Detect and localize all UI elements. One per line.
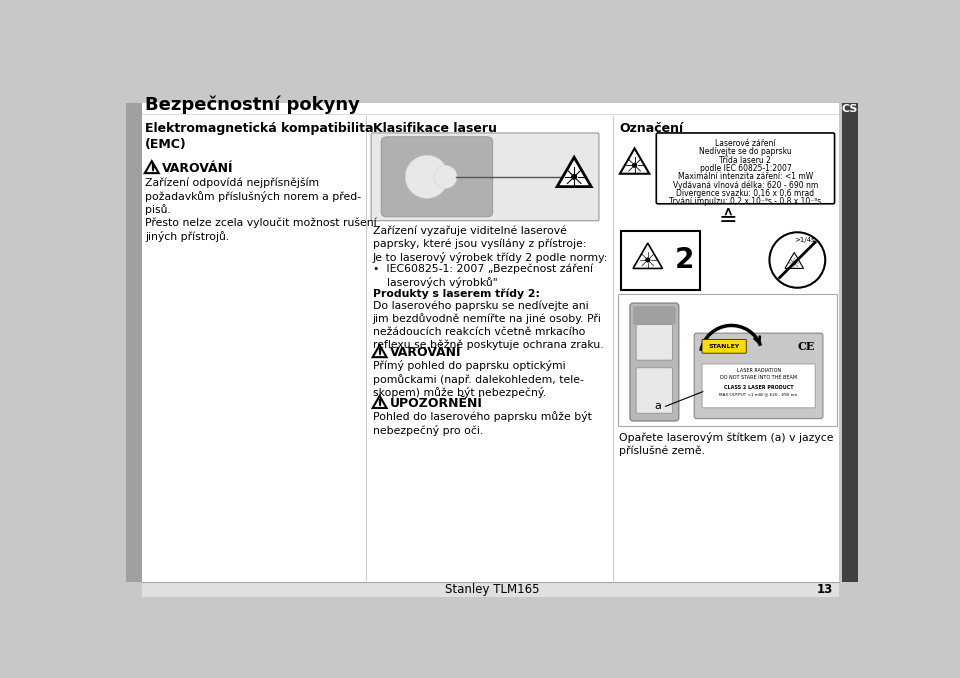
Text: podle IEC 60825-1:2007: podle IEC 60825-1:2007 [700, 164, 791, 173]
Bar [142, 582, 839, 597]
Text: Maximální intenzita záření: <1 mW: Maximální intenzita záření: <1 mW [678, 172, 813, 182]
Text: Zařízení vyzařuje viditelné laserové
paprsky, které jsou vysílány z přístroje:
J: Zařízení vyzařuje viditelné laserové pap… [372, 225, 608, 262]
Text: >1/4s: >1/4s [795, 237, 815, 243]
FancyBboxPatch shape [657, 133, 834, 204]
Polygon shape [557, 157, 591, 186]
Circle shape [770, 233, 826, 287]
Text: CE: CE [798, 341, 815, 352]
FancyBboxPatch shape [636, 367, 673, 413]
Text: !: ! [376, 398, 383, 412]
Polygon shape [145, 161, 158, 173]
Text: Vydávaná vlnová délka: 620 - 690 nm: Vydávaná vlnová délka: 620 - 690 nm [673, 181, 818, 191]
FancyBboxPatch shape [381, 137, 492, 217]
Polygon shape [785, 252, 804, 268]
Text: MAX OUTPUT <1 mW @ 620 - 690 nm: MAX OUTPUT <1 mW @ 620 - 690 nm [719, 393, 798, 397]
Circle shape [405, 155, 448, 199]
Text: •  IEC60825-1: 2007 „Bezpečnost záření
    laserových výrobků": • IEC60825-1: 2007 „Bezpečnost záření la… [372, 264, 592, 288]
Polygon shape [633, 243, 662, 268]
FancyBboxPatch shape [633, 306, 676, 325]
Text: 2: 2 [675, 246, 694, 274]
FancyBboxPatch shape [636, 325, 673, 360]
Text: Bezpečnostní pokyny: Bezpečnostní pokyny [145, 95, 360, 114]
Text: Klasifikace laseru: Klasifikace laseru [372, 122, 496, 135]
Text: CS: CS [842, 104, 858, 114]
Text: VAROVÁNÍ: VAROVÁNÍ [162, 162, 233, 175]
Text: Opařete laserovým štítkem (a) v jazyce
příslušné země.: Opařete laserovým štítkem (a) v jazyce p… [619, 432, 833, 456]
Text: a: a [655, 401, 661, 412]
Circle shape [793, 262, 796, 264]
FancyBboxPatch shape [702, 339, 746, 353]
Text: 13: 13 [817, 583, 833, 596]
Bar [842, 103, 858, 582]
Text: Produkty s laserem třídy 2:: Produkty s laserem třídy 2: [372, 289, 540, 299]
Text: STANLEY: STANLEY [708, 344, 739, 348]
FancyBboxPatch shape [694, 333, 823, 418]
Text: Do laserového paprsku se nedívejte ani
jim bezdůvodně nemířte na jiné osoby. Při: Do laserového paprsku se nedívejte ani j… [372, 300, 603, 350]
Polygon shape [372, 345, 387, 357]
Text: Třída laseru 2: Třída laseru 2 [719, 156, 772, 165]
Bar [126, 103, 142, 582]
Text: Přímý pohled do paprsku optickými
pomůckami (např. dalekohledem, tele-
skopem) m: Přímý pohled do paprsku optickými pomůck… [372, 360, 584, 399]
Polygon shape [372, 396, 387, 408]
Circle shape [434, 165, 457, 188]
Text: Laserové záření: Laserové záření [715, 139, 776, 148]
Text: Trvání impulzu: 0,2 x 10⁻⁹s - 0,8 x 10⁻⁹s: Trvání impulzu: 0,2 x 10⁻⁹s - 0,8 x 10⁻⁹… [669, 197, 822, 206]
FancyBboxPatch shape [702, 364, 815, 408]
Circle shape [571, 174, 577, 180]
Text: ≙: ≙ [718, 210, 737, 230]
Text: Stanley TLM165: Stanley TLM165 [444, 583, 540, 596]
Text: Přesto nelze zcela vyloučit možnost rušení
jiných přístrojů.: Přesto nelze zcela vyloučit možnost ruše… [145, 218, 376, 242]
FancyBboxPatch shape [621, 231, 701, 290]
Circle shape [632, 163, 637, 168]
Text: Pohled do laserového paprsku může být
nebezpečný pro oči.: Pohled do laserového paprsku může být ne… [372, 411, 591, 436]
Text: !: ! [149, 163, 155, 177]
Text: Nedívejte se do paprsku: Nedívejte se do paprsku [699, 147, 792, 157]
Text: CLASS 2 LASER PRODUCT: CLASS 2 LASER PRODUCT [724, 384, 793, 390]
FancyBboxPatch shape [372, 133, 599, 221]
Text: Zařízení odpovídá nejpřísnějším
požadavkům příslušných norem a před-
pisů.: Zařízení odpovídá nejpřísnějším požadavk… [145, 178, 361, 216]
Text: VAROVÁNÍ: VAROVÁNÍ [390, 346, 461, 359]
FancyBboxPatch shape [630, 303, 679, 421]
Circle shape [645, 258, 651, 262]
Text: Označení: Označení [619, 122, 684, 135]
Polygon shape [620, 148, 649, 174]
FancyBboxPatch shape [618, 294, 837, 426]
Text: LASER RADIATION
DO NOT STARE INTO THE BEAM: LASER RADIATION DO NOT STARE INTO THE BE… [720, 368, 797, 380]
Text: !: ! [376, 347, 383, 361]
Text: UPOZORNĚNÍ: UPOZORNĚNÍ [390, 397, 483, 410]
Text: Elektromagnetická kompatibilita
(EMC): Elektromagnetická kompatibilita (EMC) [145, 122, 373, 151]
Text: Divergence svazku: 0,16 x 0,6 mrad: Divergence svazku: 0,16 x 0,6 mrad [677, 189, 814, 198]
